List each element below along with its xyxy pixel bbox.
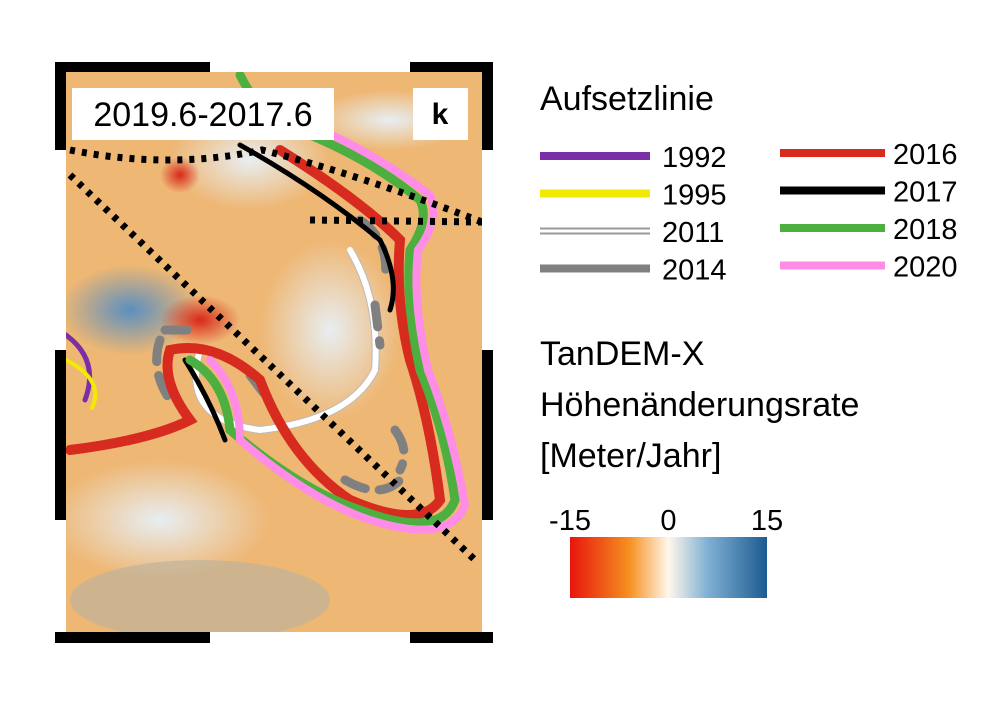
legend-label: 2016 — [893, 139, 958, 171]
frame-tick — [210, 62, 410, 72]
frame-tick — [210, 632, 410, 643]
frame-tick — [482, 520, 493, 632]
legend-label: 2018 — [893, 214, 958, 246]
legend: 1992 1995 2011 2014 2016 2017 2018 2020 — [540, 139, 958, 287]
grounding-lines — [66, 72, 470, 534]
map-body — [66, 72, 482, 632]
map-texture — [66, 460, 270, 580]
colorbar — [570, 537, 767, 598]
grounding-line — [66, 358, 98, 410]
frame-tick — [55, 150, 66, 350]
colorbar-title: TanDEM-X Höhenänderungsrate [Meter/Jahr] — [540, 335, 859, 475]
map-texture — [160, 157, 200, 193]
map-texture — [70, 560, 330, 632]
legend-label: 1992 — [662, 142, 727, 174]
colorbar-title-line: [Meter/Jahr] — [540, 437, 721, 475]
panel-label: k — [432, 98, 449, 131]
colorbar-title-line: Höhenänderungsrate — [540, 386, 859, 424]
colorbar-tick-label: -15 — [549, 505, 591, 537]
colorbar-tick-label: 15 — [751, 505, 783, 537]
legend-label: 2017 — [893, 177, 958, 209]
colorbar-tick-label: 0 — [660, 505, 676, 537]
profile-line — [69, 146, 482, 226]
profile-line — [309, 216, 482, 226]
grounding-line — [206, 106, 470, 534]
label-box — [72, 88, 334, 140]
profile-line — [67, 172, 478, 563]
legend-label: 1995 — [662, 180, 727, 212]
label-box — [413, 88, 468, 140]
grounding-line — [66, 332, 93, 403]
frame-tick — [482, 150, 493, 350]
colorbar-title-line: TanDEM-X — [540, 335, 704, 373]
colorbar-ticks: -15 0 15 — [549, 505, 783, 537]
legend-label: 2014 — [662, 255, 727, 287]
grounding-line — [66, 145, 446, 520]
legend-title: Aufsetzlinie — [540, 80, 714, 118]
period-label: 2019.6-2017.6 — [93, 96, 312, 134]
legend-label: 2020 — [893, 252, 958, 284]
legend-label: 2011 — [662, 217, 724, 249]
grounding-line — [182, 142, 396, 443]
frame-tick — [55, 520, 66, 632]
map: 2019.6-2017.6 k — [55, 62, 493, 643]
